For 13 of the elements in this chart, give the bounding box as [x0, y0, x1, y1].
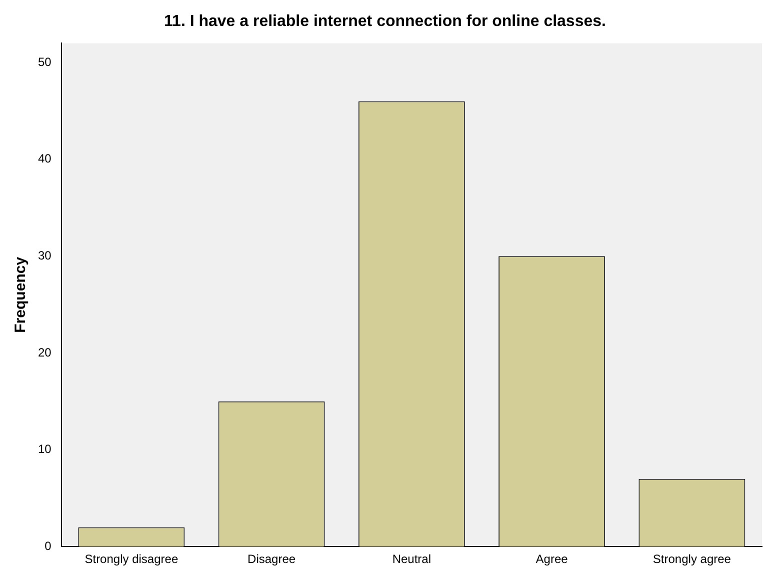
- chart-title: 11. I have a reliable internet connection for online classes.: [164, 13, 606, 30]
- x-tick-label: Strongly agree: [652, 552, 732, 566]
- y-tick-label: 10: [38, 442, 52, 456]
- x-tick-label: Disagree: [248, 552, 296, 566]
- y-tick-label: 50: [38, 54, 52, 69]
- y-tick-label: 20: [38, 345, 52, 360]
- y-axis-title: Frequency: [12, 256, 30, 333]
- x-tick-label: Neutral: [392, 552, 432, 566]
- y-tick-label: 30: [38, 248, 52, 262]
- x-tick-label: Strongly disagree: [84, 552, 178, 566]
- y-tick-label: 40: [38, 152, 52, 166]
- y-tick-label: 0: [44, 538, 52, 553]
- x-tick-label: Agree: [536, 552, 568, 566]
